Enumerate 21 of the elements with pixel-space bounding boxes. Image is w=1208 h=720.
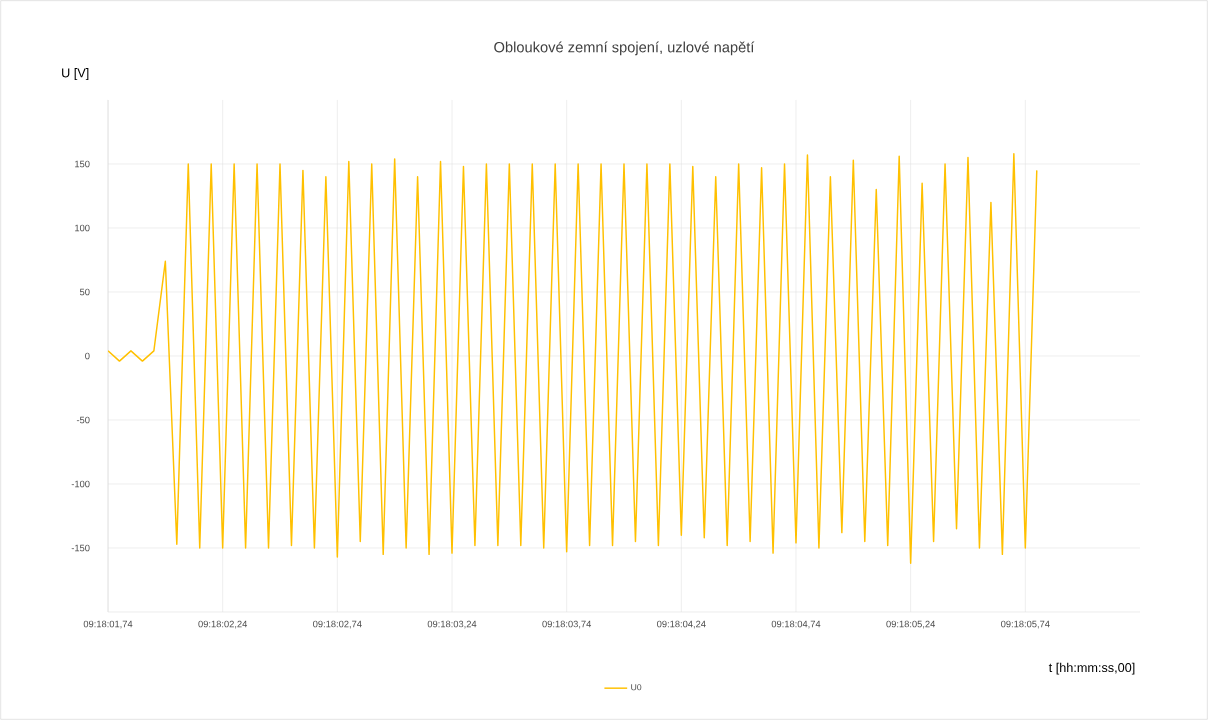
y-tick-label: -150 [71, 544, 90, 552]
y-axis-title: U [V] [62, 68, 89, 80]
y-tick-label: -100 [71, 480, 90, 488]
legend-label: U0 [631, 684, 642, 691]
x-tick-label: 09:18:04,24 [657, 620, 706, 629]
y-tick-label: 150 [75, 160, 90, 168]
x-tick-label: 09:18:04,74 [771, 620, 821, 629]
x-tick-label: 09:18:05,74 [1001, 620, 1050, 629]
x-tick-label: 09:18:03,24 [427, 620, 477, 629]
x-axis-title: t [hh:mm:ss,00] [1048, 662, 1135, 675]
x-tick-label: 09:18:02,24 [198, 620, 248, 629]
x-tick-label: 09:18:02,74 [313, 620, 362, 629]
y-tick-label: 100 [75, 224, 90, 232]
x-tick-label: 09:18:05,24 [886, 620, 936, 629]
y-tick-label: 0 [85, 352, 90, 360]
chart-title: Obloukové zemní spojení, uzlové napětí [494, 41, 755, 56]
x-tick-label: 09:18:01,74 [83, 620, 133, 629]
y-tick-label: 50 [79, 288, 90, 296]
x-tick-label: 09:18:03,74 [542, 620, 592, 629]
line-series [108, 153, 1038, 565]
y-tick-label: -50 [76, 416, 90, 424]
